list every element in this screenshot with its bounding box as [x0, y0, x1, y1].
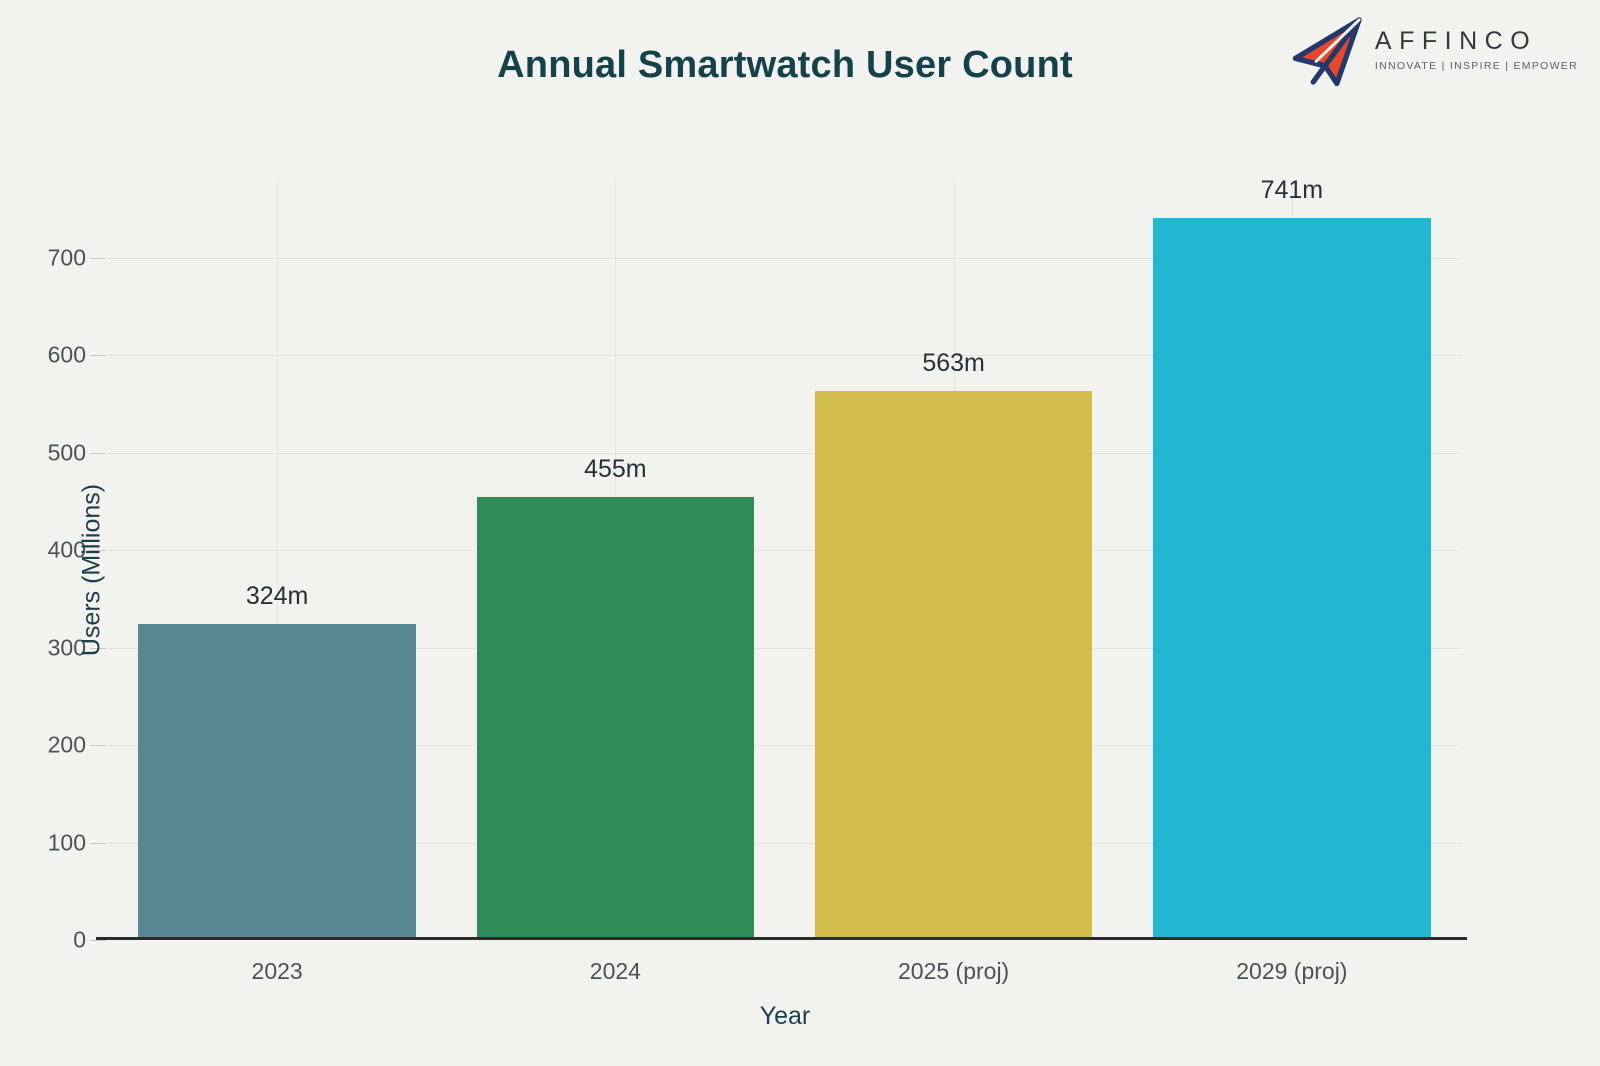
- y-tick-label: 100: [47, 829, 86, 856]
- bar[interactable]: 563m 2025 (proj): [814, 349, 1093, 984]
- brand-wordmark: AFFINCO INNOVATE | INSPIRE | EMPOWER: [1375, 28, 1578, 73]
- y-tick-mark: [90, 355, 106, 357]
- x-tick-label: 2025 (proj): [897, 958, 1010, 984]
- page-title: Annual Smartwatch User Count: [497, 44, 1073, 86]
- bar-value-label: 324m: [245, 582, 309, 611]
- y-tick-mark: [90, 842, 106, 844]
- gridline: [108, 355, 1461, 357]
- y-tick-mark: [90, 257, 106, 259]
- y-axis-title: Users (Millions): [77, 483, 106, 657]
- gridline: [108, 550, 1461, 552]
- y-tick-label: 500: [47, 439, 86, 466]
- y-tick-label: 600: [47, 341, 86, 368]
- brand-logo: AFFINCO INNOVATE | INSPIRE | EMPOWER: [1291, 14, 1578, 88]
- gridline: [108, 257, 1461, 259]
- y-tick-mark: [90, 745, 106, 747]
- y-tick-mark: [90, 452, 106, 454]
- x-axis-line: [96, 937, 1467, 940]
- chart-plot-area: 0 100 200 300 400 500 600 700 324m 2023 455m 2024 5…: [48, 176, 1467, 984]
- y-tick-mark: [90, 940, 106, 941]
- bar[interactable]: 741m 2029 (proj): [1153, 176, 1431, 984]
- x-tick-label: 2024: [589, 958, 641, 984]
- y-tick-mark: [90, 647, 106, 649]
- gridline: [108, 647, 1461, 649]
- y-tick-label: 400: [47, 536, 86, 563]
- gridline: [108, 842, 1461, 844]
- brand-tagline: INNOVATE | INSPIRE | EMPOWER: [1374, 59, 1578, 72]
- y-tick-label: 0: [73, 926, 86, 953]
- gridline: [108, 452, 1461, 454]
- bar-value-label: 455m: [584, 454, 647, 483]
- x-axis-title: Year: [759, 1002, 811, 1030]
- y-tick-mark: [90, 550, 106, 552]
- gridline: [108, 745, 1461, 747]
- bar[interactable]: 455m 2024: [476, 455, 755, 984]
- paper-plane-icon: [1292, 17, 1362, 87]
- x-tick-label: 2029 (proj): [1236, 958, 1348, 984]
- bar-value-label: 563m: [922, 349, 985, 378]
- vertical-gridline: [277, 180, 279, 940]
- x-tick-label: 2023: [251, 958, 303, 984]
- y-tick-label: 300: [47, 634, 86, 661]
- bar[interactable]: 324m 2023: [138, 582, 416, 984]
- brand-name: AFFINCO: [1374, 27, 1538, 56]
- y-tick-label: 200: [47, 731, 86, 758]
- bar-value-label: 741m: [1260, 176, 1324, 204]
- y-tick-label: 700: [47, 244, 86, 271]
